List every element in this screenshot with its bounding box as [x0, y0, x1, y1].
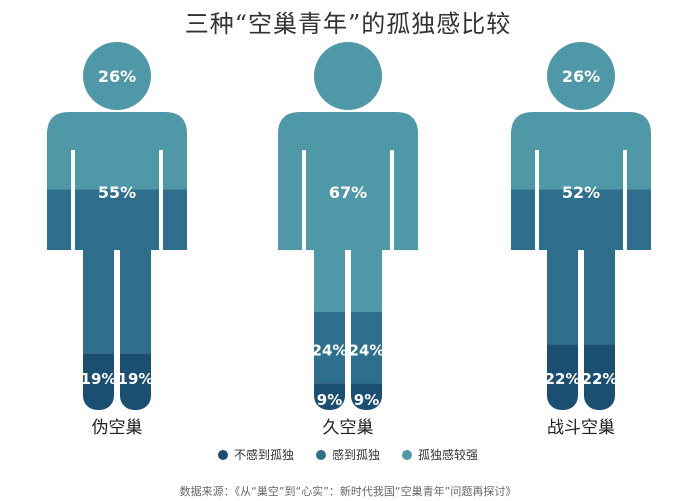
- body-value-label: 67%: [329, 183, 367, 202]
- category-label: 久空巢: [323, 418, 374, 438]
- figure-head: [547, 42, 615, 110]
- category-label: 战斗空巢: [547, 418, 615, 438]
- arm-gap-left: [535, 150, 539, 250]
- segment-strong: [47, 112, 187, 190]
- leg-value-label-right: 24%: [349, 342, 385, 360]
- body-value-label: 52%: [562, 183, 600, 202]
- legend: 不感到孤独 感到孤独 孤独感较强: [0, 446, 696, 463]
- leg-gap: [114, 264, 120, 416]
- arm-gap-right: [623, 150, 627, 250]
- legend-item-none: 不感到孤独: [217, 446, 294, 463]
- legend-swatch-none: [217, 449, 228, 460]
- legend-swatch-strong: [402, 449, 412, 460]
- leg-gap: [578, 264, 584, 416]
- body-value-label: 55%: [98, 183, 136, 202]
- figure-head: [83, 42, 151, 110]
- arm-gap-right: [390, 150, 394, 250]
- leg-value-label-left: 19%: [81, 370, 117, 388]
- legend-item-some: 感到孤独: [315, 446, 380, 463]
- legend-label-some: 感到孤独: [331, 448, 380, 462]
- head-value-label: 26%: [562, 67, 600, 86]
- legend-item-strong: 孤独感较强: [402, 446, 478, 463]
- lower-leg-value-label-left: 9%: [317, 391, 342, 409]
- lower-leg-value-label-right: 9%: [354, 391, 379, 409]
- leg-gap: [345, 264, 351, 416]
- head-value-label: 26%: [98, 67, 136, 86]
- legend-label-none: 不感到孤独: [233, 448, 294, 462]
- category-label: 伪空巢: [92, 418, 143, 438]
- leg-value-label-right: 19%: [118, 370, 154, 388]
- leg-value-label-right: 22%: [582, 370, 618, 388]
- figure-3: 26% 52% 22% 22% 战斗空巢: [511, 42, 651, 438]
- arm-gap-left: [71, 150, 75, 250]
- legend-label-strong: 孤独感较强: [418, 448, 479, 462]
- figure-1: 26% 55% 19% 19% 伪空巢: [47, 42, 187, 438]
- arm-gap-right: [159, 150, 163, 250]
- leg-value-label-left: 22%: [545, 370, 581, 388]
- chart-title: 三种“空巢青年”的孤独感比较: [184, 10, 512, 38]
- data-source: 数据来源：《从“巢空”到“心实”：新时代我国“空巢青年”问题再探讨》: [179, 485, 517, 498]
- segment-strong: [511, 112, 651, 190]
- arm-gap-left: [302, 150, 306, 250]
- leg-value-label-left: 24%: [312, 342, 348, 360]
- legend-swatch-some: [315, 449, 326, 460]
- figure-2: 67% 24% 24% 9% 9% 久空巢: [278, 42, 418, 438]
- figure-head: [314, 42, 382, 110]
